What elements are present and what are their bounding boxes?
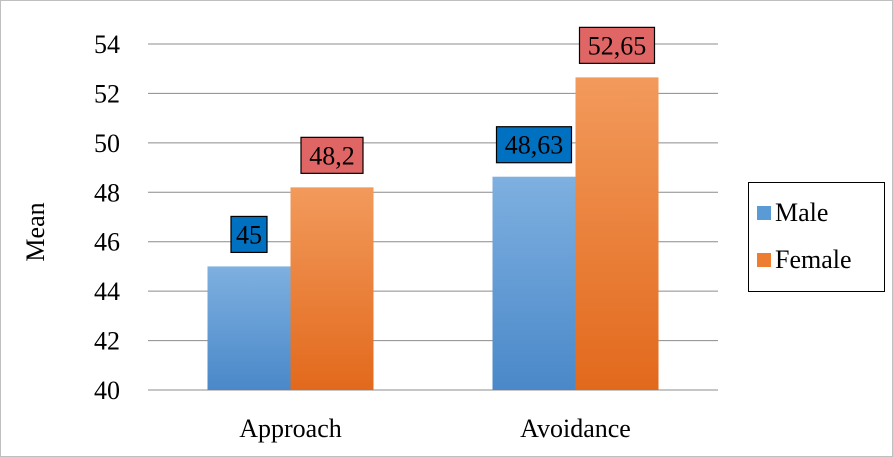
- legend: Male Female: [748, 182, 885, 292]
- data-label: 48,63: [505, 131, 564, 160]
- data-label-box: [495, 126, 573, 164]
- legend-swatch-female: [757, 253, 771, 267]
- bar-female-approach: [290, 187, 374, 390]
- legend-item-female: Female: [757, 245, 852, 275]
- y-tick-label: 54: [94, 30, 120, 59]
- data-label: 45: [236, 220, 262, 249]
- y-tick-label: 50: [94, 129, 120, 158]
- y-tick-label: 40: [94, 376, 120, 405]
- legend-item-male: Male: [757, 198, 828, 228]
- x-axis-ticks: Approach Avoidance: [239, 414, 631, 443]
- legend-label-male: Male: [775, 198, 829, 227]
- y-axis-label: Mean: [21, 202, 50, 261]
- bar-male-approach: [207, 266, 291, 390]
- x-tick-label: Avoidance: [520, 414, 631, 443]
- data-label-box: [230, 215, 268, 254]
- bar-male-avoidance: [492, 176, 576, 390]
- y-tick-label: 42: [94, 327, 120, 356]
- y-tick-label: 52: [94, 79, 120, 108]
- y-axis-ticks: 40 42 44 46 48 50 52 54: [94, 30, 120, 405]
- data-label: 48,2: [309, 141, 355, 170]
- y-tick-label: 44: [94, 277, 120, 306]
- bars: 45 48,2 48,63 52,65: [207, 26, 659, 390]
- bar-female-avoidance: [575, 77, 659, 390]
- x-tick-label: Approach: [239, 414, 342, 443]
- legend-label-female: Female: [775, 245, 852, 274]
- data-label-box: [578, 26, 656, 64]
- legend-swatch-male: [757, 206, 771, 220]
- y-tick-label: 46: [94, 228, 120, 257]
- data-label: 52,65: [588, 31, 647, 60]
- y-tick-label: 48: [94, 178, 120, 207]
- data-label-box: [300, 136, 364, 174]
